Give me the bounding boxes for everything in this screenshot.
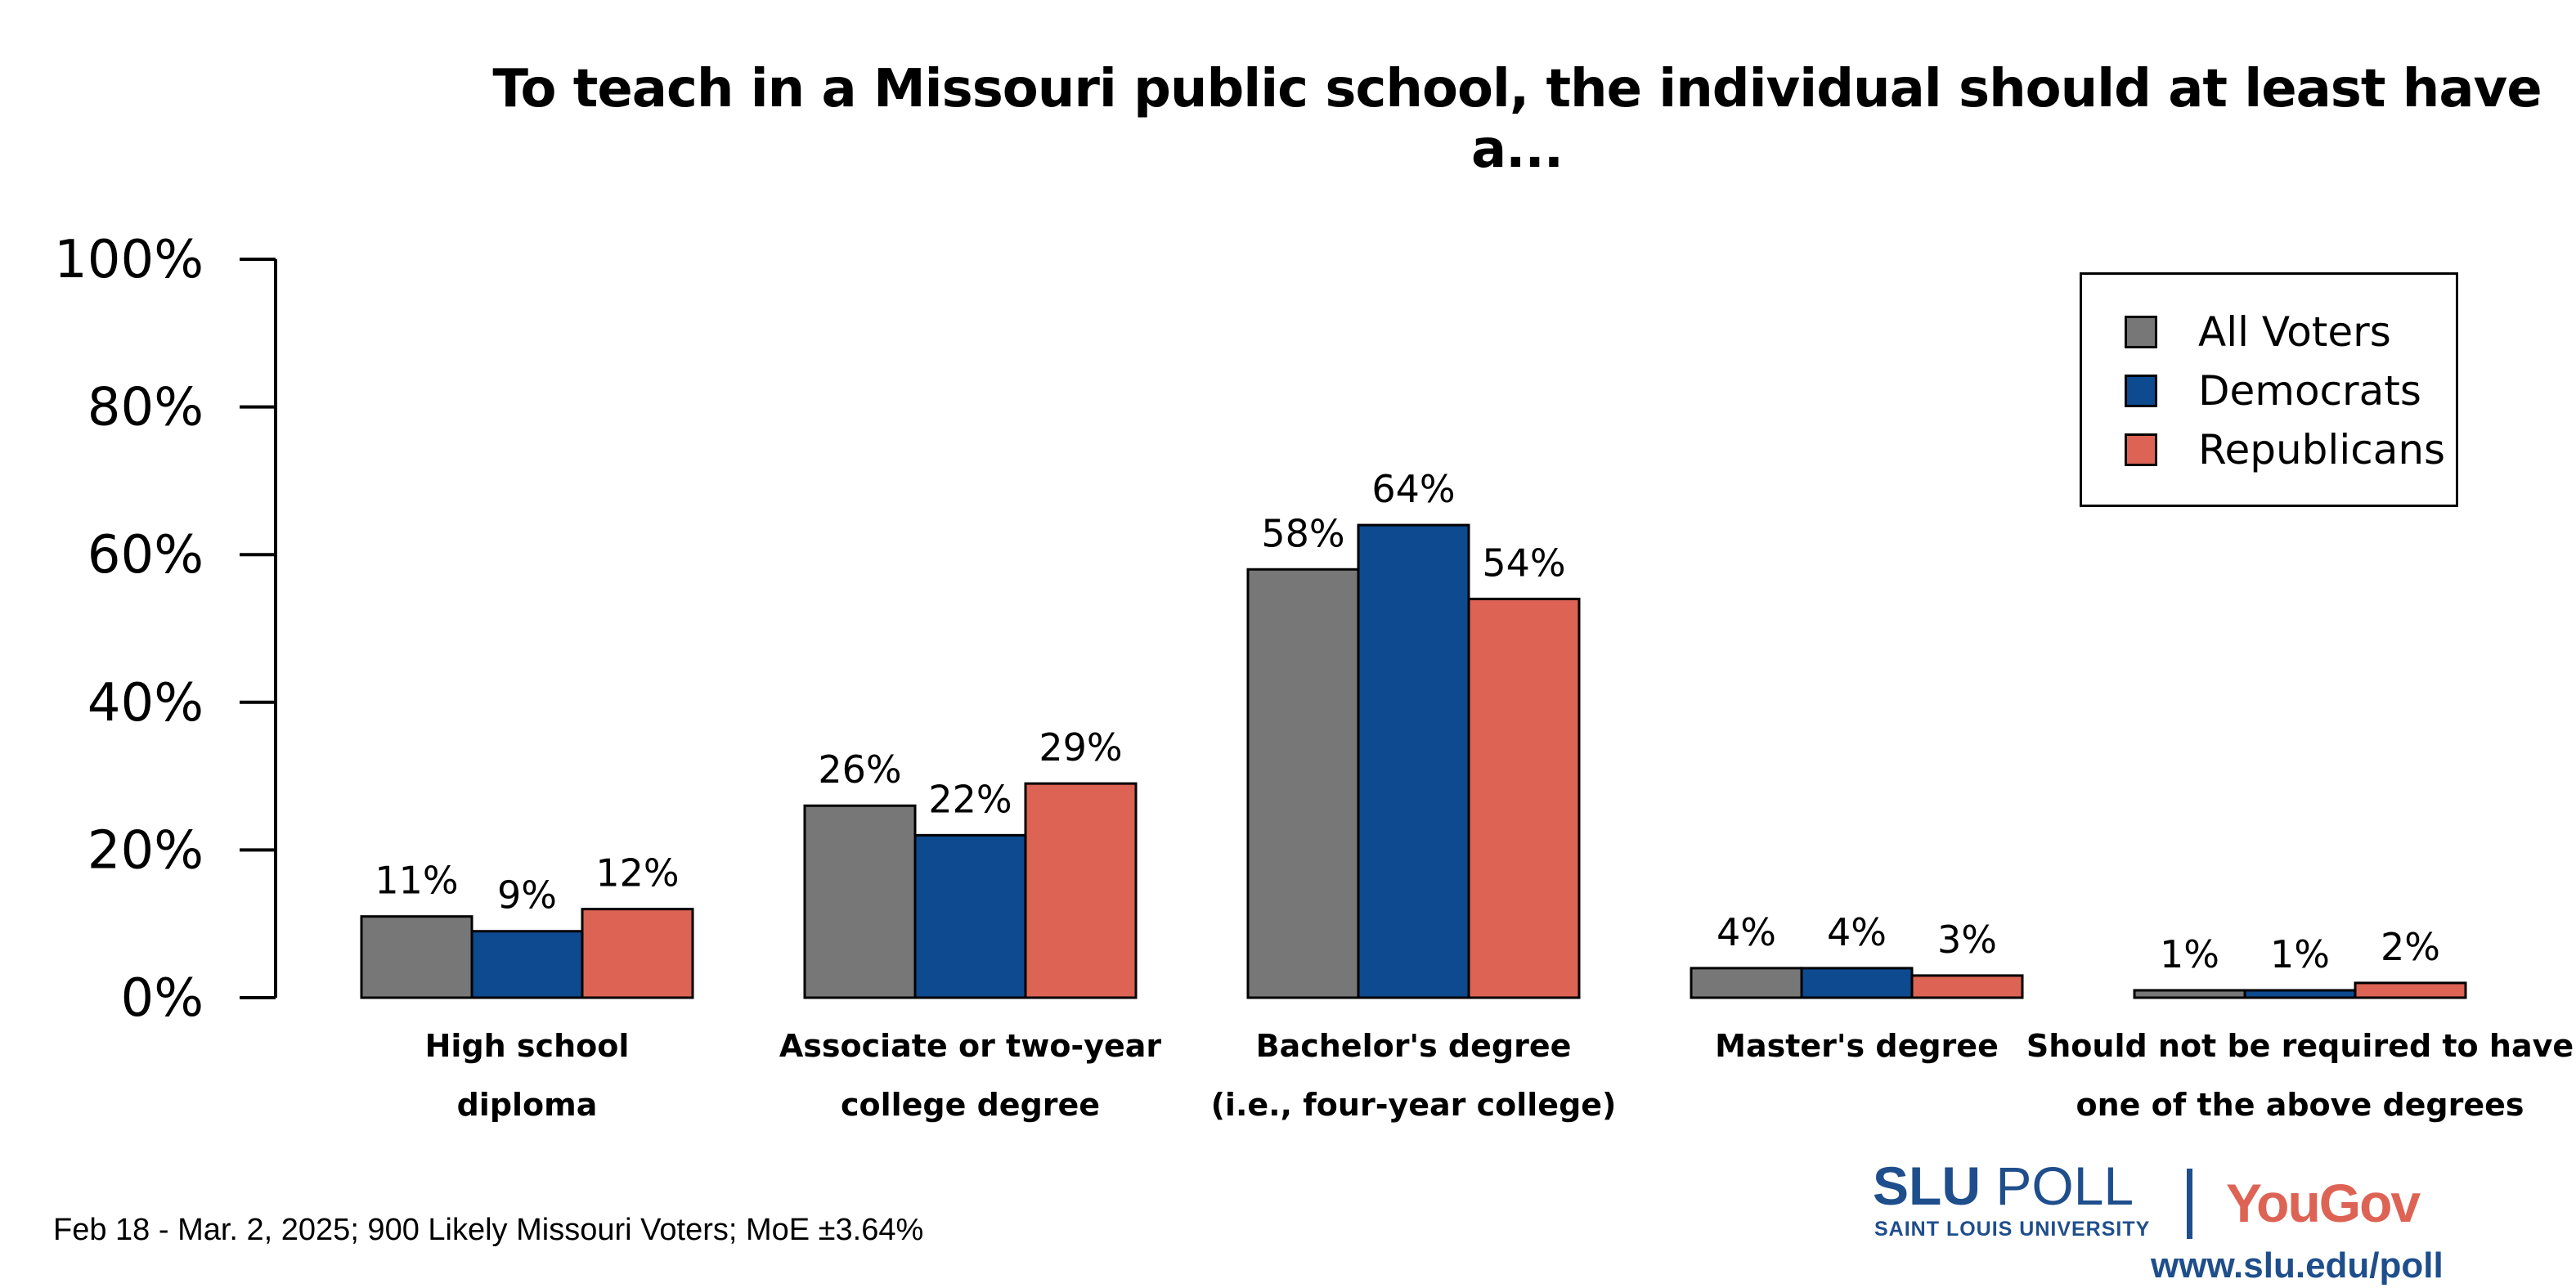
x-category-label: Master's degree bbox=[1715, 1028, 1999, 1064]
slu-poll-logo: SLU POLL bbox=[1873, 1156, 2134, 1216]
y-tick-label: 100% bbox=[54, 230, 204, 290]
bar-value-label: 4% bbox=[1717, 910, 1776, 954]
bar-value-label: 1% bbox=[2270, 932, 2330, 976]
bar-value-label: 64% bbox=[1371, 467, 1455, 511]
bar-republicans bbox=[1024, 782, 1138, 999]
bar-all-voters bbox=[1690, 967, 1803, 999]
legend-item-democrats: Democrats bbox=[2125, 366, 2421, 415]
y-tick-label: 0% bbox=[120, 968, 204, 1029]
legend-label: Democrats bbox=[2198, 367, 2421, 415]
bar-all-voters bbox=[1246, 568, 1360, 999]
slu-yougov-logo: SLU POLL SAINT LOUIS UNIVERSITY YouGov w… bbox=[1873, 1156, 2462, 1286]
yougov-logo: YouGov bbox=[2226, 1173, 2421, 1233]
legend-swatch bbox=[2125, 375, 2157, 407]
legend-swatch bbox=[2125, 433, 2157, 466]
bar-democrats bbox=[1800, 967, 1914, 999]
x-category-label: Bachelor's degree bbox=[1256, 1028, 1572, 1064]
y-tick-label: 20% bbox=[88, 820, 204, 881]
bar-value-label: 1% bbox=[2160, 932, 2219, 976]
bar-value-label: 26% bbox=[818, 747, 901, 792]
x-category-label: High school bbox=[425, 1028, 630, 1064]
bar-democrats bbox=[470, 930, 584, 999]
bar-republicans bbox=[1467, 597, 1581, 999]
legend-item-republicans: Republicans bbox=[2125, 425, 2445, 474]
bar-value-label: 12% bbox=[595, 851, 679, 895]
bar-value-label: 2% bbox=[2381, 925, 2440, 969]
bar-value-label: 3% bbox=[1937, 918, 1997, 962]
footnote: Feb 18 - Mar. 2, 2025; 900 Likely Missou… bbox=[53, 1213, 924, 1247]
logo-divider bbox=[2187, 1169, 2192, 1239]
x-category-label: one of the above degrees bbox=[2076, 1087, 2524, 1123]
legend-label: Republicans bbox=[2198, 426, 2446, 473]
chart-title: To teach in a Missouri public school, th… bbox=[492, 59, 2542, 180]
x-category-label: (i.e., four-year college) bbox=[1211, 1087, 1617, 1123]
bar-republicans bbox=[581, 908, 694, 999]
bar-republicans bbox=[1910, 974, 2024, 999]
y-tick-label: 60% bbox=[88, 525, 204, 586]
x-category-label: Associate or two-year bbox=[779, 1028, 1162, 1064]
bar-all-voters bbox=[360, 915, 473, 999]
legend: All Voters Democrats Republicans bbox=[2080, 272, 2458, 507]
x-category-label: Should not be required to have bbox=[2026, 1028, 2574, 1064]
bar-democrats bbox=[913, 833, 1027, 999]
bar-democrats bbox=[2243, 989, 2357, 999]
x-category-label: diploma bbox=[457, 1087, 598, 1123]
bar-all-voters bbox=[2133, 989, 2246, 999]
bar-value-label: 9% bbox=[497, 873, 557, 918]
legend-item-all-voters: All Voters bbox=[2125, 307, 2391, 357]
legend-swatch bbox=[2125, 316, 2157, 348]
bar-value-label: 4% bbox=[1827, 910, 1887, 954]
poll-url[interactable]: www.slu.edu/poll bbox=[2151, 1245, 2444, 1286]
bar-democrats bbox=[1357, 523, 1470, 999]
bar-value-label: 22% bbox=[928, 777, 1012, 821]
bar-value-label: 11% bbox=[375, 859, 458, 903]
legend-label: All Voters bbox=[2198, 308, 2391, 356]
x-category-label: college degree bbox=[841, 1087, 1100, 1123]
bar-all-voters bbox=[803, 804, 917, 999]
bar-value-label: 29% bbox=[1039, 725, 1122, 770]
bar-value-label: 54% bbox=[1482, 541, 1565, 585]
bar-value-label: 58% bbox=[1261, 511, 1344, 555]
y-tick-label: 40% bbox=[88, 673, 204, 734]
y-tick-label: 80% bbox=[88, 378, 204, 438]
bar-republicans bbox=[2354, 981, 2467, 999]
slu-subtitle: SAINT LOUIS UNIVERSITY bbox=[1874, 1218, 2151, 1241]
